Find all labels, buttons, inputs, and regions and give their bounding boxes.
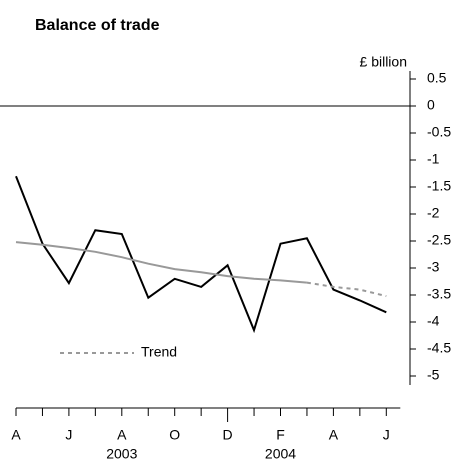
x-tick-label: A <box>11 427 21 443</box>
legend-label: Trend <box>141 344 177 360</box>
x-tick-label: J <box>65 427 72 443</box>
x-tick-label: A <box>329 427 339 443</box>
year-label: 2003 <box>106 446 137 462</box>
data-line <box>15 175 387 334</box>
x-tick-label: J <box>383 427 390 443</box>
data-line <box>306 281 387 298</box>
y-tick-label: -0.5 <box>427 124 451 140</box>
y-tick-label: 0.5 <box>427 70 447 86</box>
y-tick-label: -3.5 <box>427 286 451 302</box>
x-tick-label: A <box>117 427 127 443</box>
data-line <box>15 241 307 284</box>
y-tick-label: -4 <box>427 313 440 329</box>
year-label: 2004 <box>265 446 296 462</box>
y-tick-label: 0 <box>427 97 435 113</box>
x-tick-label: O <box>169 427 180 443</box>
y-tick-label: -5 <box>427 367 440 383</box>
y-tick-label: -2 <box>427 205 440 221</box>
x-tick-label: F <box>276 427 285 443</box>
y-tick-label: -1.5 <box>427 178 451 194</box>
y-tick-label: -4.5 <box>427 340 451 356</box>
y-tick-label: -1 <box>427 151 440 167</box>
chart-title: Balance of trade <box>35 17 160 34</box>
y-axis-label: £ billion <box>360 54 407 70</box>
y-tick-label: -3 <box>427 259 440 275</box>
x-tick-label: D <box>223 427 233 443</box>
y-tick-label: -2.5 <box>427 232 451 248</box>
